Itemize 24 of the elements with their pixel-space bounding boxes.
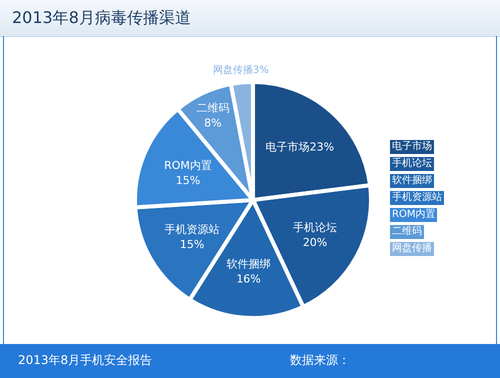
data-label: 15% <box>180 238 204 252</box>
category-label: 二维码 <box>392 226 422 237</box>
text: 2013年8月手机安全报告 <box>18 352 152 369</box>
slice-label: 手机论坛 <box>293 221 338 234</box>
data-label: 20% <box>302 236 328 250</box>
slice-label: 电子市场 <box>266 140 310 154</box>
legend-label: 手机资源站 <box>390 191 444 205</box>
slice-label: 手机资源站 <box>164 223 220 236</box>
source-note: 数据来源： <box>290 352 350 369</box>
chart-title: 2013年8月病毒传播渠道 <box>12 8 191 29</box>
data-label: 23% <box>310 140 334 154</box>
category-label: 软件捆绑 <box>392 175 432 186</box>
data-label: 15% <box>176 174 200 187</box>
slice-label: 软件捆绑 <box>226 258 271 271</box>
data-label: 3% <box>252 65 269 76</box>
category-label: ROM内置 <box>392 209 436 220</box>
category-label: 手机论坛 <box>392 158 432 169</box>
slice-label: 网盘传播 <box>212 65 253 76</box>
data-label: 8% <box>204 116 222 130</box>
slice-label: 电子市场 <box>390 140 434 154</box>
slice-label: 二维码 <box>196 102 230 115</box>
category-label: 网盘传播 <box>392 243 432 254</box>
slice-label: ROM内置 <box>164 158 212 172</box>
data-label: 16% <box>236 272 261 286</box>
